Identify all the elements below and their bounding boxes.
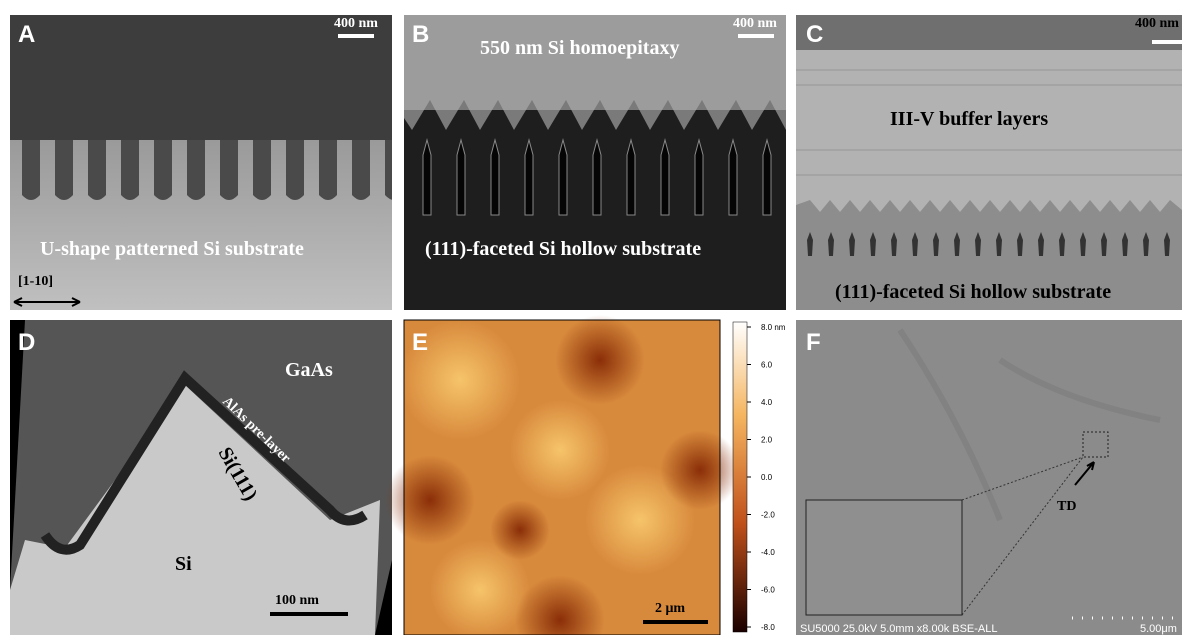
scale-bar-label: 400 nm bbox=[334, 16, 378, 31]
direction: [1-10] bbox=[18, 274, 53, 289]
hollows bbox=[796, 225, 1182, 265]
panel-label: B bbox=[412, 21, 429, 48]
scale-bar-label: 400 nm bbox=[733, 16, 777, 31]
colorbar-tick-label: 4.0 bbox=[761, 398, 773, 407]
scale-bar-label: 2 μm bbox=[655, 601, 685, 616]
colorbar-ticks: 8.0 nm 6.0 4.0 2.0 0.0 -2.0 -4.0 -6.0 -8.0 bbox=[747, 323, 786, 632]
panel-a: A 400 nm U-shape patterned Si substrate … bbox=[10, 15, 392, 310]
gaas-label: GaAs bbox=[285, 359, 333, 381]
scale-bar bbox=[643, 620, 708, 624]
colorbar-tick-label: -2.0 bbox=[761, 511, 775, 520]
panel-label: A bbox=[18, 21, 35, 48]
scale-bar-label: 400 nm bbox=[1135, 16, 1179, 31]
panel-label: F bbox=[806, 329, 821, 356]
colorbar-tick-label: 2.0 bbox=[761, 436, 773, 445]
trenches bbox=[10, 140, 392, 210]
inset bbox=[806, 500, 962, 615]
top-text: 550 nm Si homoepitaxy bbox=[480, 37, 679, 59]
panel-b: B 400 nm 550 nm Si homoepitaxy (111)-fac… bbox=[404, 15, 786, 310]
scale-bar bbox=[338, 34, 374, 38]
colorbar-tick-label: -6.0 bbox=[761, 586, 775, 595]
colorbar bbox=[733, 322, 747, 632]
panel-d: D GaAs AlAs pre-layer Si(111) Si 100 nm bbox=[10, 320, 392, 635]
scale-bar-label: 100 nm bbox=[275, 593, 319, 608]
caption: U-shape patterned Si substrate bbox=[40, 238, 304, 260]
footer: SU5000 25.0kV 5.0mm x8.00k BSE-ALL bbox=[800, 623, 998, 635]
colorbar-tick-label: 8.0 nm bbox=[761, 323, 786, 332]
colorbar-tick-label: -8.0 bbox=[761, 623, 775, 632]
scale-bar bbox=[738, 34, 774, 38]
caption: (111)-faceted Si hollow substrate bbox=[425, 238, 701, 260]
scale-bar bbox=[270, 612, 348, 616]
colorbar-tick-label: -4.0 bbox=[761, 548, 775, 557]
top-text: III-V buffer layers bbox=[890, 108, 1048, 130]
panel-label: C bbox=[806, 21, 823, 48]
panel-e: E 2 μm 8.0 nm 6.0 4.0 2.0 0.0 -2.0 -4.0 -6.0 -8.… bbox=[385, 315, 786, 635]
colorbar-tick-label: 6.0 bbox=[761, 361, 773, 370]
epitaxy-layer bbox=[404, 15, 786, 110]
panel-label: E bbox=[412, 329, 428, 356]
si-label: Si bbox=[175, 553, 192, 575]
panel-c: C 400 nm III-V buffer layers (111)-facet… bbox=[796, 15, 1182, 310]
scale-bar-label: 5.00μm bbox=[1140, 623, 1177, 635]
hollows bbox=[404, 120, 786, 230]
panel-label: D bbox=[18, 329, 35, 356]
caption: (111)-faceted Si hollow substrate bbox=[835, 281, 1111, 303]
top-layer bbox=[796, 15, 1182, 50]
scale-bar bbox=[1152, 40, 1182, 44]
colorbar-tick-label: 0.0 bbox=[761, 473, 773, 482]
td-label: TD bbox=[1057, 499, 1076, 514]
panel-f: TD F SU5000 25.0kV 5.0mm x8.00k BSE-ALL … bbox=[796, 320, 1182, 635]
figure: A 400 nm U-shape patterned Si substrate … bbox=[0, 0, 1182, 635]
